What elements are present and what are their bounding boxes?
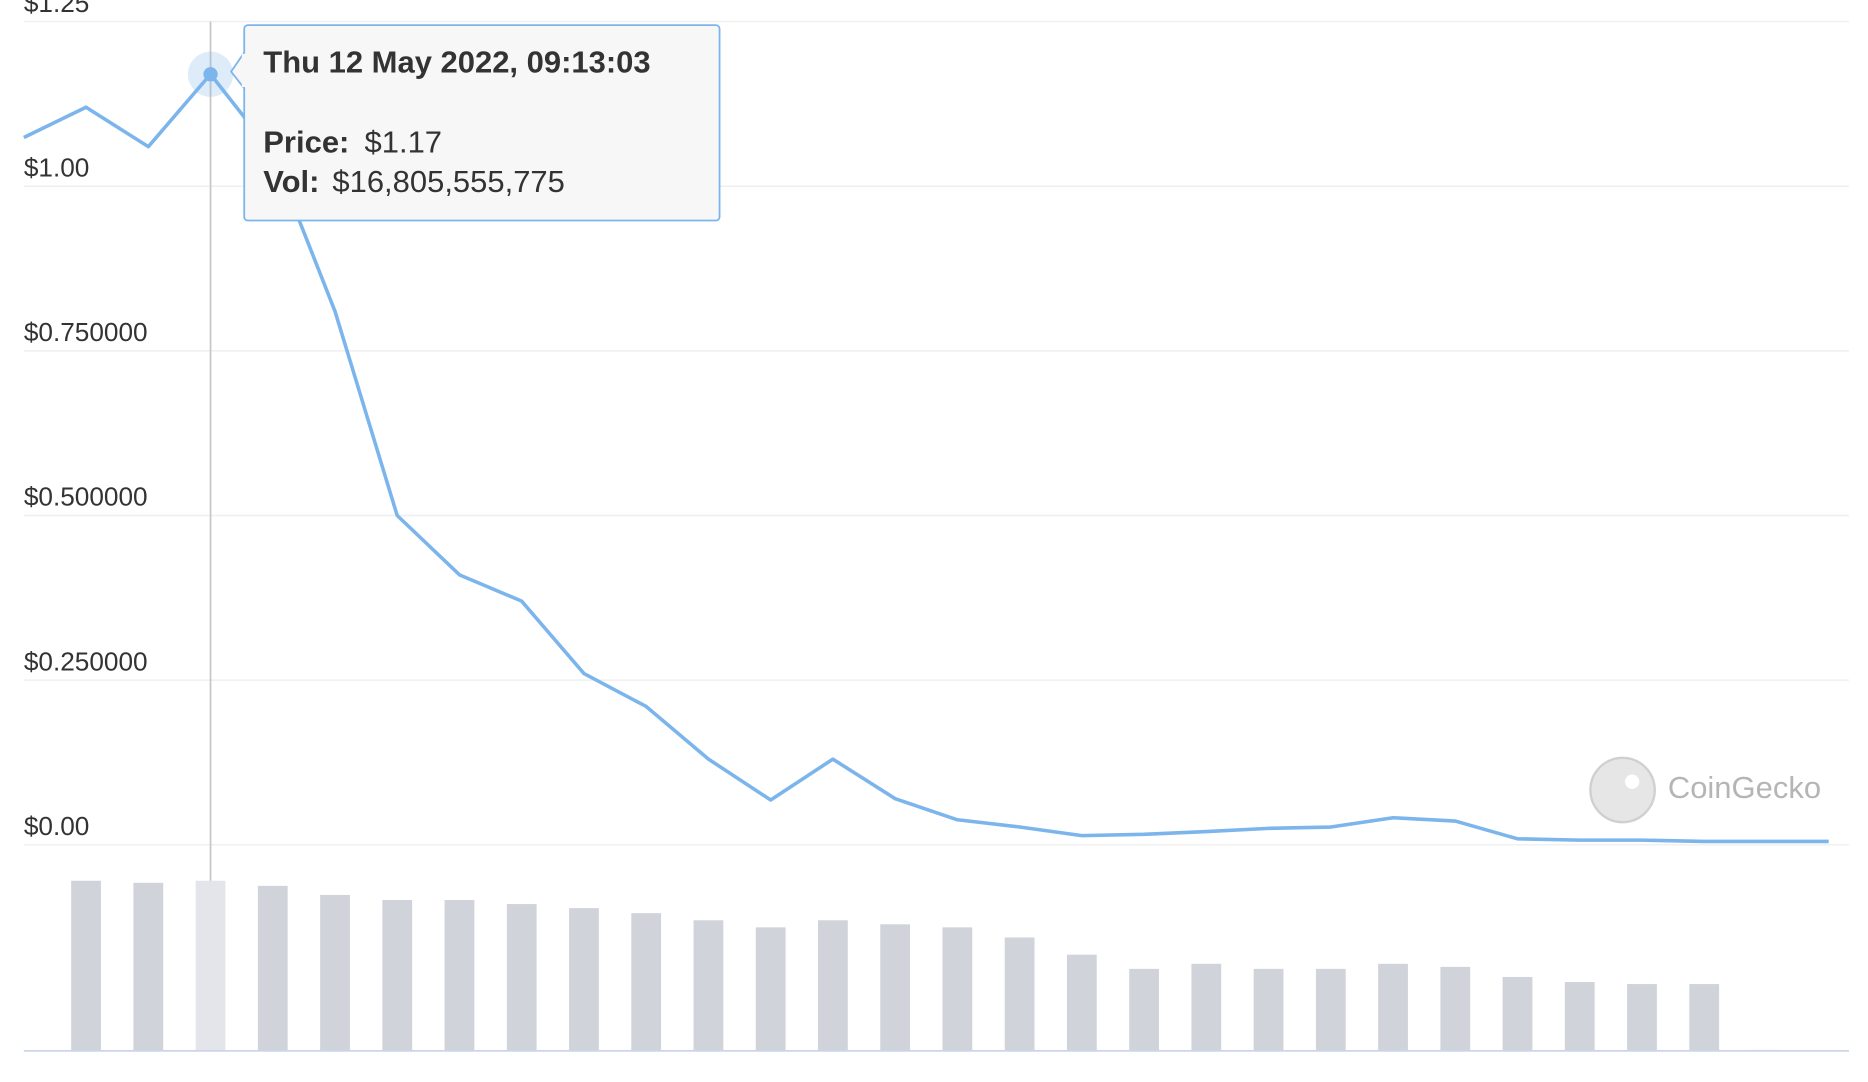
grid: $0.00 $0.250000 $0.500000 $0.750000 $1.00 $1.…: [24, 0, 1849, 1051]
volume-bar: [1502, 976, 1533, 1051]
tooltip-vol-label: Vol:: [263, 164, 319, 199]
volume-bar: [71, 880, 101, 1051]
volume-bar: [1378, 963, 1408, 1051]
volume-bar: [1627, 984, 1657, 1051]
volume-bar: [818, 920, 848, 1051]
volume-bar: [1315, 968, 1346, 1051]
volume-bar: [1440, 966, 1471, 1051]
volume-bar: [631, 913, 662, 1051]
volume-bar: [693, 920, 724, 1051]
tooltip-arrow: [230, 52, 245, 89]
volume-bar: [755, 927, 786, 1051]
tooltip-price: $1.17: [365, 124, 442, 159]
watermark: CoinGecko: [1589, 756, 1821, 824]
watermark-logo: [1589, 756, 1656, 824]
hover-point: [203, 67, 218, 82]
volume-bar: [942, 927, 973, 1051]
volume-bar: [506, 904, 537, 1051]
tooltip-price-label: Price:: [263, 124, 349, 159]
y-tick-label: $1.00: [24, 152, 90, 182]
volume-bar: [133, 882, 164, 1051]
y-tick-label: $0.00: [24, 811, 90, 841]
y-tick-label: $0.500000: [24, 482, 148, 512]
volume-bar: [320, 894, 350, 1051]
volume-bar: [257, 885, 288, 1051]
volume-bar: [880, 924, 911, 1051]
price-line: [23, 72, 1829, 844]
volume-bar: [1066, 954, 1097, 1051]
volume-bar: [444, 900, 475, 1051]
volume-bar: [1191, 963, 1222, 1051]
tooltip-arrow-join: [241, 53, 247, 88]
tooltip-title: Thu 12 May 2022, 09:13:03: [263, 45, 650, 80]
price-layer: [23, 51, 1829, 844]
y-tick-label: $1.25: [24, 0, 90, 18]
tooltip-vol: $16,805,555,775: [332, 164, 565, 199]
watermark-text: CoinGecko: [1668, 770, 1821, 805]
tooltip: Thu 12 May 2022, 09:13:03 Price: $1.17 V…: [230, 24, 721, 222]
tooltip-box: [243, 24, 721, 222]
y-tick-label: $0.750000: [24, 317, 148, 347]
volume-bar: [382, 900, 413, 1051]
volume-bars: [71, 880, 1782, 1051]
volume-bar: [1689, 984, 1720, 1051]
volume-bar: [1004, 937, 1035, 1051]
volume-bar: [1253, 968, 1284, 1051]
volume-bar: [195, 880, 226, 1051]
volume-bar: [1564, 982, 1595, 1051]
volume-bar: [569, 908, 599, 1051]
y-tick-label: $0.250000: [24, 646, 148, 676]
watermark-logo-eye: [1624, 774, 1640, 789]
volume-bar: [1129, 968, 1159, 1051]
